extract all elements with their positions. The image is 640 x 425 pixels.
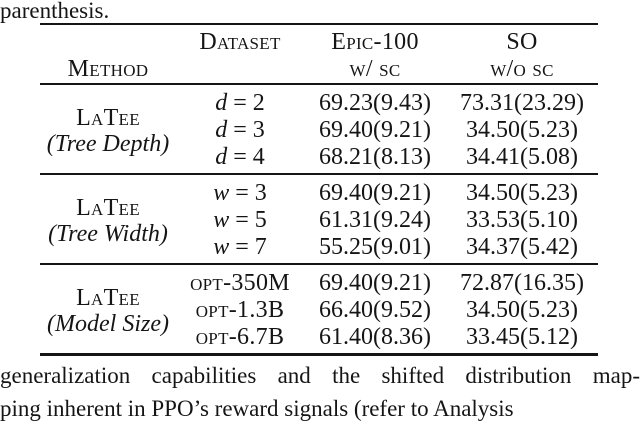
epic-value: 69.40(9.21) [319, 270, 431, 296]
param-value: = 7 [229, 234, 267, 260]
epic-value: 66.40(9.52) [319, 297, 431, 323]
param-cell: opt-1.3B [176, 297, 304, 324]
param-variable: d [215, 144, 228, 170]
epic-value: 61.31(9.24) [319, 207, 431, 233]
param-cell: w = 7 [176, 234, 304, 261]
so-value: 34.37(5.42) [466, 234, 578, 260]
param-smallcaps: opt-350M [190, 270, 290, 296]
results-table: Method Dataset Epic-100 w/ sc SO w/o sc … [40, 23, 598, 356]
param-variable: d [215, 117, 228, 143]
param-value: = 2 [227, 90, 265, 116]
param-cell: d = 2 [176, 90, 304, 117]
param-variable: w [213, 234, 230, 260]
param-variable: w [213, 180, 230, 206]
param-smallcaps: opt-6.7B [195, 324, 285, 350]
body-text-line1: generalization capabilities and the shif… [0, 363, 640, 388]
method-cell: LaTee (Tree Depth) [40, 105, 176, 157]
so-value: 73.31(23.29) [460, 90, 584, 116]
so-value: 33.45(5.12) [466, 324, 578, 350]
param-cell: w = 5 [176, 207, 304, 234]
method-note: (Model Size) [47, 310, 169, 337]
table-group-model-size: LaTee (Model Size) opt-350M 69.40(9.21) … [40, 265, 598, 353]
param-cell: opt-350M [176, 270, 304, 297]
header-so-subtitle: w/o sc [490, 56, 554, 82]
header-epic100: Epic-100 [331, 29, 419, 55]
so-value: 34.50(5.23) [466, 297, 578, 323]
param-cell: d = 3 [176, 117, 304, 144]
param-variable: w [213, 207, 230, 233]
method-note: (Tree Width) [48, 220, 168, 247]
so-value: 34.50(5.23) [466, 117, 578, 143]
method-name: LaTee [76, 194, 140, 221]
body-text-line2: ping inherent in PPO’s reward signals (r… [0, 396, 514, 421]
so-value: 33.53(5.10) [466, 207, 578, 233]
epic-value: 55.25(9.01) [319, 234, 431, 260]
param-cell: d = 4 [176, 144, 304, 171]
so-value: 72.87(16.35) [460, 270, 584, 296]
header-dataset: Dataset [199, 29, 281, 55]
so-value: 34.41(5.08) [466, 144, 578, 170]
header-method: Method [67, 56, 149, 82]
table-group-tree-depth: LaTee (Tree Depth) d = 2 69.23(9.43) 73.… [40, 85, 598, 175]
epic-value: 68.21(8.13) [319, 144, 431, 170]
param-smallcaps: opt-1.3B [195, 297, 285, 323]
table-header: Method Dataset Epic-100 w/ sc SO w/o sc [40, 25, 598, 85]
epic-value: 69.40(9.21) [319, 180, 431, 206]
method-note: (Tree Depth) [46, 130, 170, 157]
header-so: SO [506, 29, 538, 55]
method-cell: LaTee (Model Size) [40, 285, 176, 337]
param-value: = 5 [229, 207, 267, 233]
param-value: = 4 [227, 144, 265, 170]
header-epic100-subtitle: w/ sc [349, 56, 401, 82]
table-group-tree-width: LaTee (Tree Width) w = 3 69.40(9.21) 34.… [40, 175, 598, 265]
method-name: LaTee [76, 284, 140, 311]
epic-value: 61.40(8.36) [319, 324, 431, 350]
epic-value: 69.40(9.21) [319, 117, 431, 143]
method-cell: LaTee (Tree Width) [40, 195, 176, 247]
method-name: LaTee [76, 104, 140, 131]
param-variable: d [215, 90, 228, 116]
param-cell: opt-6.7B [176, 324, 304, 351]
param-value: = 3 [229, 180, 267, 206]
body-paragraph: generalization capabilities and the shif… [0, 359, 640, 425]
so-value: 34.50(5.23) [466, 180, 578, 206]
caption-tail-text: parenthesis. [0, 0, 110, 23]
param-cell: w = 3 [176, 180, 304, 207]
epic-value: 69.23(9.43) [319, 90, 431, 116]
param-value: = 3 [227, 117, 265, 143]
